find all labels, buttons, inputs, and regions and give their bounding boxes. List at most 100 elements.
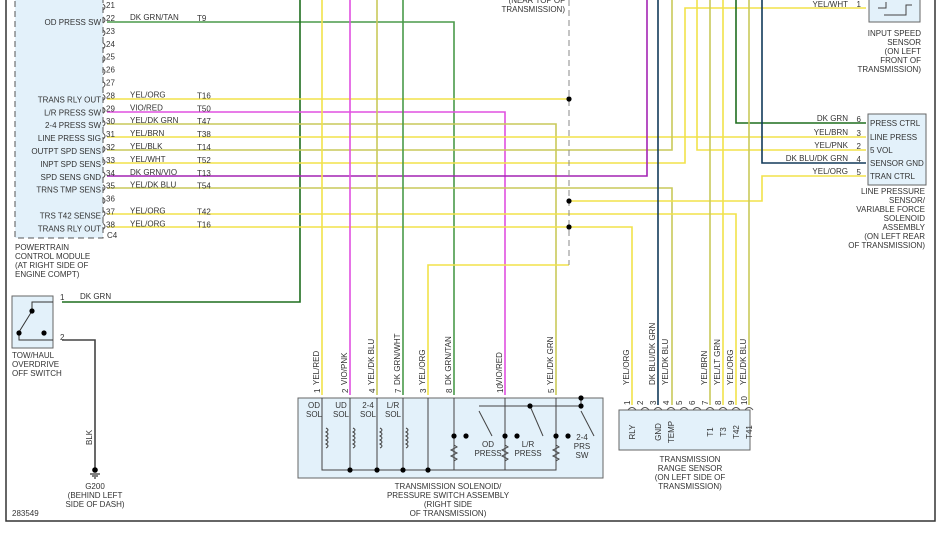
trs-pin: 3 — [649, 400, 658, 405]
wire-tran-ctrl — [569, 175, 866, 202]
lps-pin-label: PRESS CTRL — [870, 119, 921, 128]
pin-connector-icon — [102, 106, 106, 114]
pin-connector-icon — [627, 407, 637, 411]
wire-color-label: VIO/RED — [130, 103, 163, 112]
wire-od-press-sw — [107, 21, 455, 395]
pin-connector-icon — [102, 132, 106, 140]
coil-icon — [351, 427, 356, 449]
pin-connector-icon — [692, 407, 702, 411]
towhaul-pin: 2 — [60, 333, 65, 342]
trs-pin: 7 — [701, 400, 710, 405]
splice-dot — [347, 467, 353, 473]
splice-dot — [565, 433, 571, 439]
pin-connector-icon — [640, 407, 650, 411]
solenoid-assembly-box — [297, 397, 604, 479]
ground-symbol-icon — [90, 473, 100, 479]
solenoid-caption: OF TRANSMISSION) — [410, 509, 487, 518]
circuit-id-label: T42 — [197, 208, 211, 217]
solenoid-component-label: PRESS — [474, 449, 501, 458]
splice-dot — [514, 433, 520, 439]
solenoid-component-label: OD — [308, 401, 320, 410]
pcm-pin-label: LINE PRESS SIG — [38, 134, 101, 143]
iss-caption: INPUT SPEED — [868, 29, 921, 38]
solenoid-pin: 7 — [394, 388, 403, 393]
solenoid-component-label: L/R — [522, 440, 535, 449]
resistor-icon — [551, 444, 561, 462]
towhaul-pin: 1 — [60, 293, 65, 302]
wire-color-label: YEL/WHT — [812, 0, 848, 9]
wire-color-label: YEL/BRN — [130, 129, 164, 138]
splice-dot — [553, 433, 559, 439]
ground-caption: G200 — [85, 482, 105, 491]
lps-caption: SENSOR/ — [889, 196, 926, 205]
wire-color-label: YEL/PNK — [814, 141, 848, 150]
solenoid-caption: TRANSMISSION SOLENOID/ — [395, 482, 502, 491]
pin-connector-icon — [102, 119, 106, 127]
solenoid-component-label: OD — [482, 440, 494, 449]
splice-caption: (NEAR TOP OF — [509, 0, 566, 5]
solenoid-component-label: SOL — [360, 410, 377, 419]
line-pressure-sensor-box — [867, 113, 927, 186]
wire-inpt-spd-sens — [107, 7, 866, 164]
lps-caption: VARIABLE FORCE — [856, 205, 925, 214]
solenoid-component-label: 2-4 — [362, 401, 374, 410]
solenoid-component-label: SOL — [333, 410, 350, 419]
wire-color-label: YEL/DK BLU — [367, 339, 376, 385]
lps-caption: LINE PRESSURE — [861, 187, 925, 196]
pin-connector-icon — [102, 68, 106, 75]
wire-color-label: DK GRN/TAN — [130, 13, 179, 22]
pcm-pin-number: 27 — [106, 79, 115, 88]
splice-dot — [566, 198, 572, 204]
circuit-id-label: T47 — [197, 117, 211, 126]
pin-connector-icon — [102, 81, 106, 88]
sensor-icon — [878, 2, 912, 16]
pcm-caption: POWERTRAIN — [15, 243, 69, 252]
wire-trns-tmp-sens — [107, 187, 673, 405]
wire-color-label: YEL/BRN — [814, 128, 848, 137]
coil-icon — [378, 427, 383, 449]
pcm-pin-number: 23 — [106, 27, 115, 36]
pcm-pin-label: TRANS RLY OUT — [38, 224, 101, 233]
lps-pin: 6 — [857, 115, 862, 124]
wire-color-label: YEL/ORG — [622, 349, 631, 385]
pin-connector-icon — [705, 407, 715, 411]
wire-lr-press-sw — [107, 111, 506, 395]
trs-pin-label: T41 — [745, 425, 754, 439]
diagram-border — [5, 0, 936, 522]
lps-pin: 4 — [857, 155, 862, 164]
pcm-box — [14, 0, 104, 239]
wire-color-label: DK GRN/VIO — [130, 168, 177, 177]
pcm-pin-label: TRNS TMP SENS — [36, 186, 101, 195]
pin-connector-icon — [102, 158, 106, 166]
wire-color-label: BLK — [85, 429, 94, 445]
lps-pin: 2 — [857, 142, 862, 151]
pin-connector-icon — [102, 145, 106, 153]
solenoid-caption: (RIGHT SIDE — [424, 500, 472, 509]
trs-pin-label: T3 — [719, 427, 728, 437]
pin-connector-icon — [102, 55, 106, 63]
pcm-pin-number: 36 — [106, 195, 115, 204]
trs-pin: 9 — [727, 400, 736, 405]
wire-color-label: YEL/ORG — [130, 219, 166, 228]
pcm-pin-number: 28 — [106, 91, 115, 100]
solenoid-common-bus — [321, 398, 454, 471]
input-speed-sensor-box — [868, 0, 921, 23]
trs-pin: 1 — [623, 400, 632, 405]
trs-pin: 2 — [636, 400, 645, 405]
solenoid-component-label: SOL — [306, 410, 323, 419]
wire-color-label: YEL/DK GRN — [546, 336, 555, 385]
ground-caption: SIDE OF DASH) — [65, 500, 124, 509]
towhaul-caption: OVERDRIVE — [12, 360, 59, 369]
pin-connector-icon — [102, 3, 106, 11]
wire-color-label: DK BLU/DK GRN — [786, 154, 848, 163]
ground-caption: (BEHIND LEFT — [68, 491, 123, 500]
lps-caption: (ON LEFT REAR — [864, 232, 925, 241]
solenoid-pin: 4 — [368, 388, 377, 393]
solenoid-component-label: PRESS — [514, 449, 541, 458]
pcm-pin-label: OD PRESS SW — [45, 18, 102, 27]
pressure-switch-icon — [478, 410, 493, 437]
splice-dot — [578, 395, 584, 401]
pcm-pin-label: TRS T42 SENSE — [40, 212, 101, 221]
solenoid-component-label: 2-4 — [576, 433, 588, 442]
wire-color-label: YEL/ORG — [812, 167, 848, 176]
